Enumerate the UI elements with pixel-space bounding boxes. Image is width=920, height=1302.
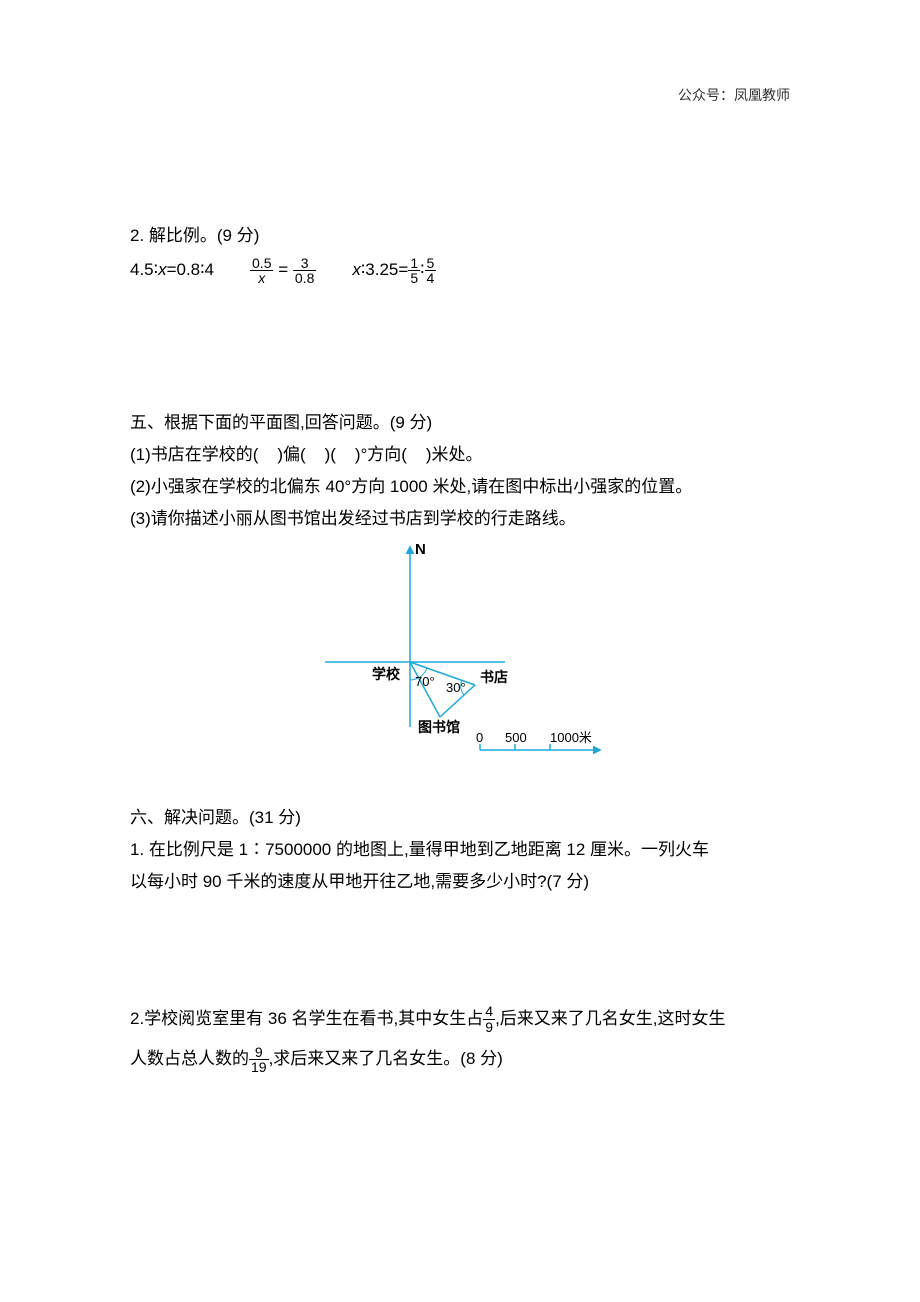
eq1-rhs: =0.8∶4 [167, 260, 214, 279]
label-bookstore: 书店 [480, 669, 508, 685]
s6-q2-l1: 2.学校阅览室里有 36 名学生在看书,其中女生占49,后来又来了几名女生,这时… [130, 999, 790, 1040]
s5-l1b: )偏( [277, 445, 305, 464]
label-library: 图书馆 [418, 719, 460, 735]
eq2-left-frac: 0.5x [250, 256, 273, 286]
eq1-x: x [158, 260, 167, 279]
eq2-l-den-x: x [258, 270, 265, 286]
eq3-x: x [352, 260, 361, 279]
eq3-frac-a: 15 [408, 256, 420, 286]
scale-label-0: 0 [476, 730, 483, 745]
label-angle2: 30° [446, 680, 466, 695]
s6-title: 六、解决问题。(31 分) [130, 802, 790, 834]
eq2-l-num: 0.5 [250, 256, 273, 271]
s6-q2-f2-den: 19 [249, 1059, 269, 1075]
s5-line1: (1)书店在学校的( )偏( )( )°方向( )米处。 [130, 439, 790, 471]
s6-q1-l2: 以每小时 90 千米的速度从甲地开往乙地,需要多少小时?(7 分) [130, 866, 790, 898]
q2-title: 2. 解比例。(9 分) [130, 220, 790, 252]
s5-title: 五、根据下面的平面图,回答问题。(9 分) [130, 407, 790, 439]
s5-line2: (2)小强家在学校的北偏东 40°方向 1000 米处,请在图中标出小强家的位置… [130, 471, 790, 503]
s5-line3: (3)请你描述小丽从图书馆出发经过书店到学校的行走路线。 [130, 503, 790, 535]
s6-q2-frac1: 49 [483, 1004, 495, 1034]
scale-label-1000: 1000米 [550, 730, 592, 745]
s5-l1d: )°方向( [355, 445, 407, 464]
question-2-block: 2. 解比例。(9 分) 4.5∶x=0.8∶4 0.5x = 30.8 x∶3… [130, 220, 790, 287]
s6-q2-a: 2.学校阅览室里有 36 名学生在看书,其中女生占 [130, 1009, 483, 1028]
direction-diagram: N 学校 70° 30° 书店 图书馆 0 500 1000米 [130, 542, 790, 772]
eq3: x∶3.25=15∶54 [352, 254, 436, 286]
eq2-l-den: x [250, 270, 273, 286]
eq2-r-num: 3 [293, 256, 316, 271]
header-note: 公众号：凤凰教师 [678, 85, 790, 105]
s6-q2-d: ,求后来又来了几名女生。(8 分) [269, 1049, 503, 1068]
eq2-r-den: 0.8 [293, 270, 316, 286]
eq3-b-den: 4 [425, 270, 437, 286]
eq3-frac-b: 54 [425, 256, 437, 286]
s5-l1e: )米处。 [426, 445, 483, 464]
s6-q2-b: ,后来又来了几名女生,这时女生 [495, 1009, 725, 1028]
eq3-b-num: 5 [425, 256, 437, 271]
diagram-svg: N 学校 70° 30° 书店 图书馆 0 500 1000米 [300, 542, 620, 772]
s6-q2-l2: 人数占总人数的919,求后来又来了几名女生。(8 分) [130, 1039, 790, 1080]
section-5: 五、根据下面的平面图,回答问题。(9 分) (1)书店在学校的( )偏( )( … [130, 407, 790, 772]
eq1-lhs: 4.5∶ [130, 260, 158, 279]
s6-q2-f1-den: 9 [483, 1019, 495, 1035]
s6-q1-l1: 1. 在比例尺是 1∶7500000 的地图上,量得甲地到乙地距离 12 厘米。… [130, 834, 790, 866]
label-school: 学校 [372, 666, 401, 682]
eq3-a-num: 1 [408, 256, 420, 271]
label-N: N [415, 541, 426, 558]
s5-l1c: )( [325, 445, 336, 464]
eq2: 0.5x = 30.8 [250, 254, 316, 286]
eq3-mid: ∶3.25= [361, 260, 408, 279]
eq2-eq: = [278, 260, 288, 279]
section-6: 六、解决问题。(31 分) 1. 在比例尺是 1∶7500000 的地图上,量得… [130, 802, 790, 1080]
s6-q2-f2-num: 9 [249, 1045, 269, 1060]
eq1: 4.5∶x=0.8∶4 [130, 254, 214, 286]
s5-l1a: (1)书店在学校的( [130, 445, 258, 464]
eq3-a-den: 5 [408, 270, 420, 286]
scale-label-500: 500 [505, 730, 527, 745]
s6-q2-frac2: 919 [249, 1045, 269, 1075]
eq2-right-frac: 30.8 [293, 256, 316, 286]
s6-q2-f1-num: 4 [483, 1004, 495, 1019]
q2-equations: 4.5∶x=0.8∶4 0.5x = 30.8 x∶3.25=15∶54 [130, 254, 790, 286]
label-angle1: 70° [415, 674, 435, 689]
s6-q2-c: 人数占总人数的 [130, 1049, 249, 1068]
